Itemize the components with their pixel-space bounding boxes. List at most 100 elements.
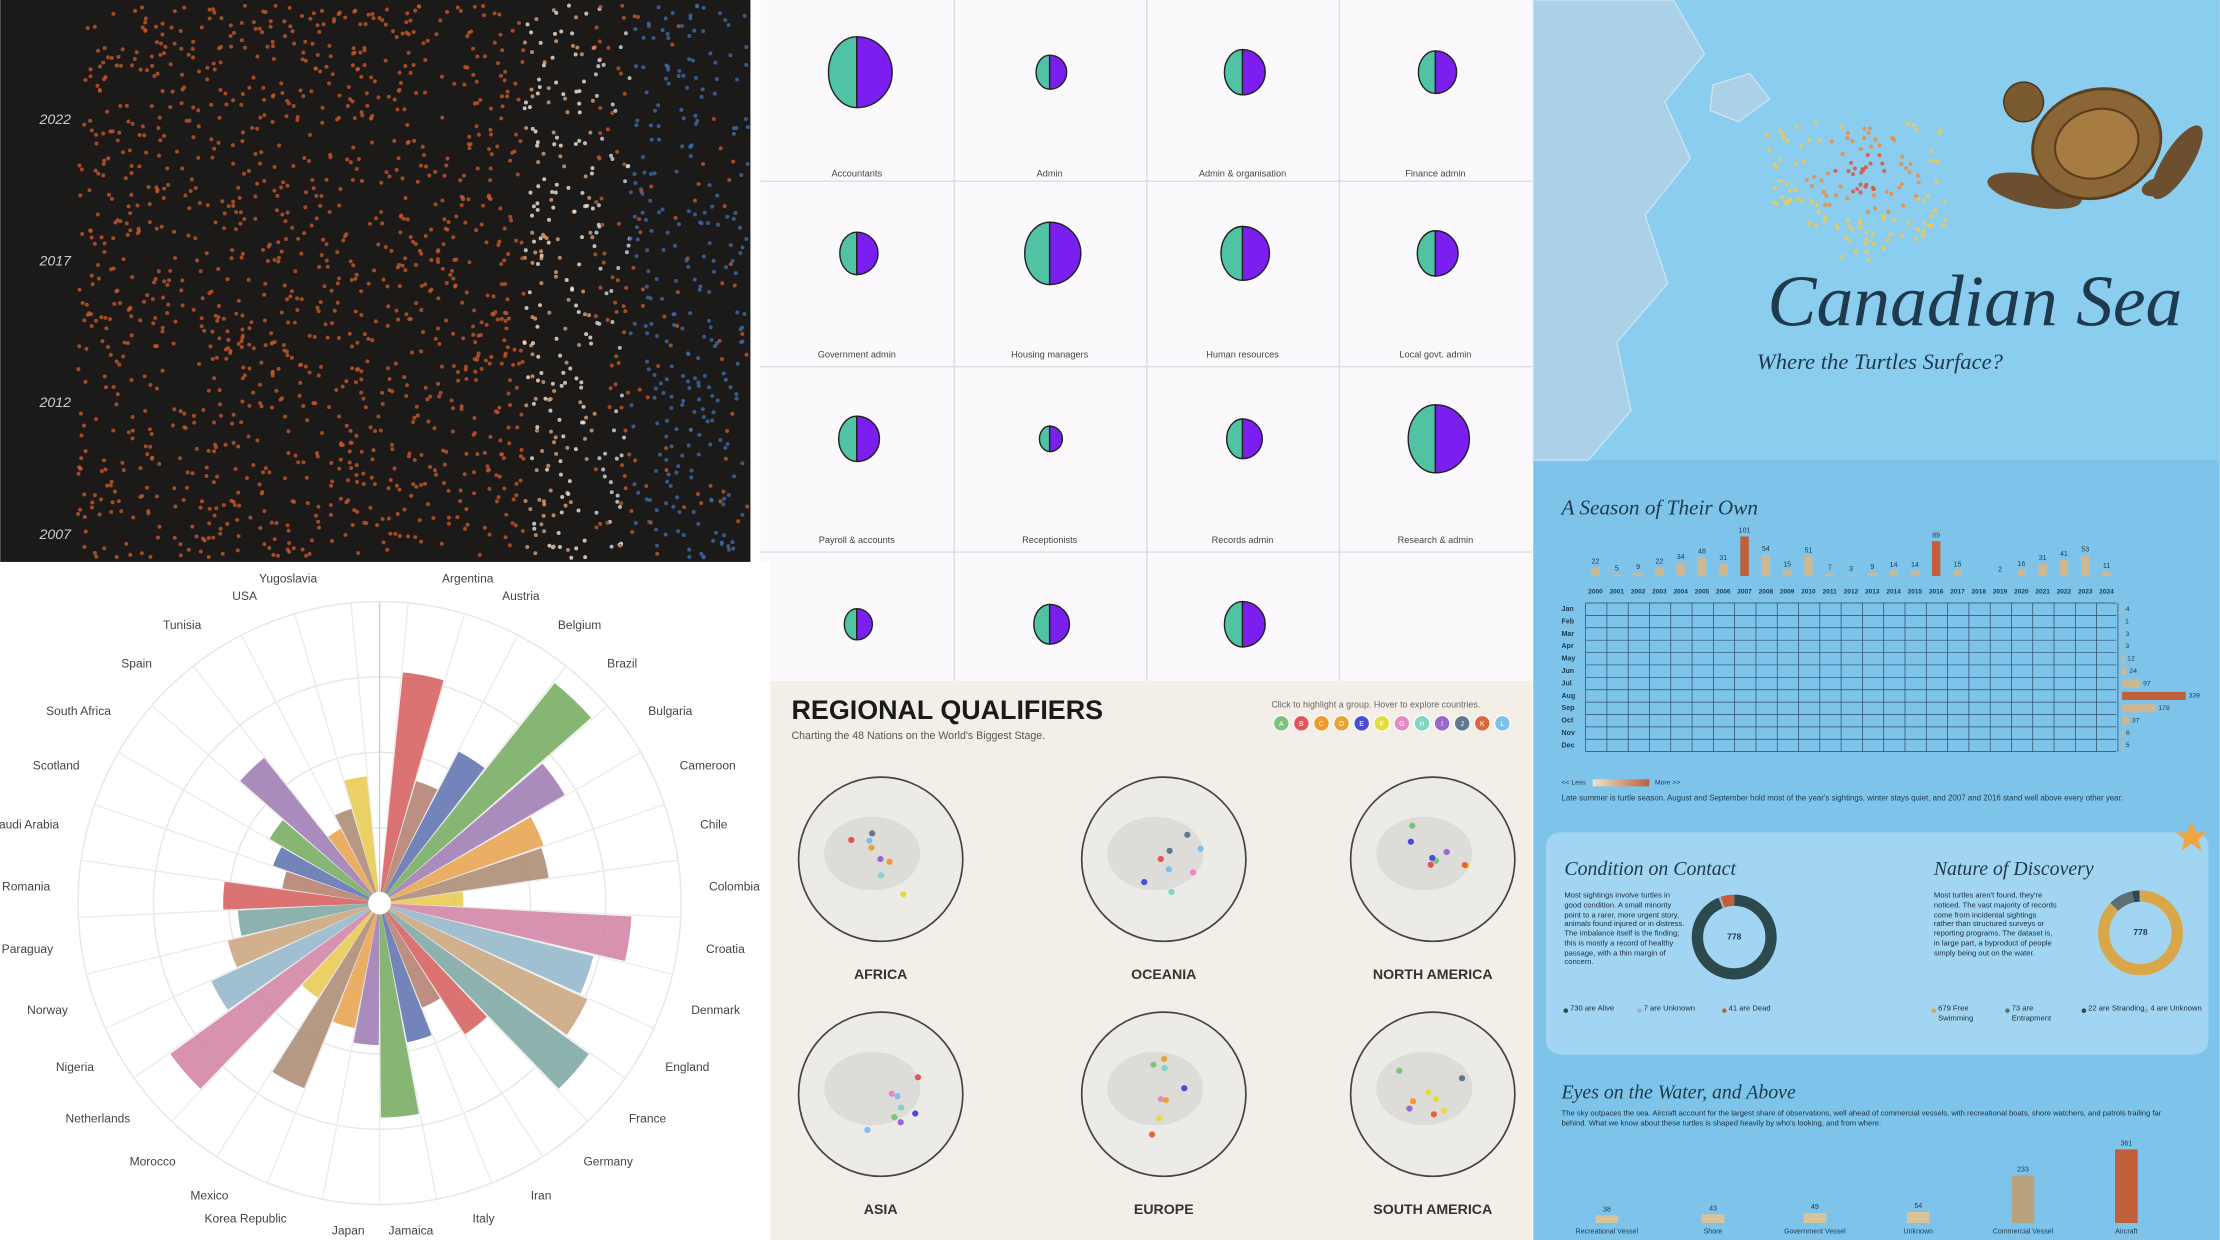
group-letter[interactable]: L: [1500, 721, 1504, 728]
country-dot[interactable]: [900, 891, 907, 898]
country-dot[interactable]: [1148, 1131, 1156, 1138]
scatter-dot: [244, 476, 249, 481]
country-dot[interactable]: [886, 858, 893, 865]
country-dot[interactable]: [888, 1090, 895, 1097]
country-dot[interactable]: [1429, 854, 1436, 862]
scatter-dot: [597, 456, 602, 461]
group-button[interactable]: [1453, 714, 1471, 732]
group-button[interactable]: [1373, 714, 1391, 732]
scatter-dot: [354, 167, 359, 171]
scatter-dot: [739, 340, 744, 345]
scatter-dot: [429, 258, 434, 263]
sighting-dot: [1813, 223, 1818, 228]
country-dot[interactable]: [1407, 838, 1414, 845]
country-dot[interactable]: [1458, 1075, 1466, 1082]
country-dot[interactable]: [1161, 1065, 1168, 1072]
group-letter[interactable]: I: [1441, 721, 1443, 728]
scatter-dot: [554, 451, 559, 456]
occupation-label: Admin & organisation: [1199, 169, 1286, 179]
scatter-dot: [587, 313, 592, 318]
country-dot[interactable]: [912, 1110, 919, 1117]
country-dot[interactable]: [1427, 861, 1434, 868]
group-button[interactable]: [1353, 714, 1371, 732]
scatter-dot: [235, 517, 240, 522]
group-letter[interactable]: K: [1480, 721, 1485, 728]
country-dot[interactable]: [848, 836, 855, 844]
group-letter[interactable]: C: [1319, 721, 1324, 728]
country-dot[interactable]: [1396, 1067, 1403, 1074]
country-dot[interactable]: [1425, 1089, 1432, 1096]
country-dot[interactable]: [1409, 822, 1416, 829]
scatter-dot: [142, 374, 147, 379]
group-letter[interactable]: B: [1299, 721, 1304, 728]
scatter-dot: [297, 393, 302, 398]
country-dot[interactable]: [868, 844, 875, 851]
radial-grid-spoke: [240, 634, 381, 904]
country-dot[interactable]: [1156, 1115, 1163, 1122]
month-value-label: 12: [2127, 656, 2135, 663]
country-dot[interactable]: [864, 1126, 871, 1134]
group-letter[interactable]: A: [1279, 721, 1284, 728]
scatter-dot: [506, 391, 511, 396]
country-dot[interactable]: [891, 1114, 898, 1121]
country-dot[interactable]: [866, 837, 873, 844]
country-dot[interactable]: [1406, 1105, 1413, 1112]
country-dot[interactable]: [1150, 1061, 1157, 1068]
group-button[interactable]: [1313, 714, 1330, 732]
country-dot[interactable]: [1141, 878, 1148, 886]
country-dot[interactable]: [1161, 1055, 1168, 1063]
radial-grid-spoke: [151, 705, 381, 904]
scatter-dot: [304, 553, 309, 558]
sighting-dot: [1823, 214, 1828, 219]
country-dot[interactable]: [897, 1104, 905, 1111]
half-circle-right: [1241, 225, 1271, 281]
group-button[interactable]: [1293, 714, 1310, 732]
country-dot[interactable]: [1162, 1096, 1169, 1104]
scatter-dot: [241, 130, 245, 135]
country-dot[interactable]: [1197, 845, 1204, 852]
group-letter[interactable]: J: [1460, 721, 1464, 728]
country-dot[interactable]: [1189, 869, 1197, 876]
scatter-dot: [557, 417, 562, 422]
scatter-dot: [109, 510, 114, 514]
country-dot[interactable]: [914, 1074, 922, 1081]
group-button[interactable]: [1494, 714, 1511, 732]
country-dot[interactable]: [1440, 1107, 1447, 1114]
group-letter[interactable]: D: [1339, 721, 1344, 728]
country-dot[interactable]: [1165, 866, 1172, 873]
group-button[interactable]: [1473, 714, 1491, 732]
group-button[interactable]: [1272, 714, 1290, 732]
group-button[interactable]: [1333, 714, 1350, 732]
scatter-dot: [542, 177, 547, 182]
scatter-dot: [421, 41, 426, 46]
country-dot[interactable]: [1166, 847, 1173, 854]
country-dot[interactable]: [1181, 1085, 1188, 1092]
group-letter[interactable]: E: [1359, 721, 1364, 728]
country-dot[interactable]: [1184, 831, 1191, 838]
country-dot[interactable]: [1409, 1098, 1417, 1105]
group-button[interactable]: [1433, 714, 1451, 732]
country-dot[interactable]: [1461, 861, 1469, 869]
country-dot[interactable]: [1157, 1096, 1164, 1103]
country-dot[interactable]: [1157, 855, 1164, 863]
group-letter[interactable]: H: [1419, 721, 1424, 728]
scatter-dot: [465, 522, 470, 527]
country-dot[interactable]: [894, 1093, 901, 1100]
group-letter[interactable]: G: [1399, 721, 1405, 728]
scatter-dot: [472, 470, 476, 475]
country-dot[interactable]: [1430, 1111, 1438, 1118]
scatter-dot: [391, 29, 396, 34]
group-button[interactable]: [1393, 714, 1411, 732]
country-dot[interactable]: [878, 872, 885, 879]
group-letter[interactable]: F: [1380, 721, 1385, 728]
country-dot[interactable]: [897, 1119, 904, 1126]
group-button[interactable]: [1413, 714, 1431, 732]
country-dot[interactable]: [869, 830, 876, 837]
scatter-dot: [134, 50, 139, 55]
scatter-dot: [182, 5, 187, 10]
country-dot[interactable]: [1168, 888, 1175, 896]
country-dot[interactable]: [1443, 848, 1450, 856]
country-dot[interactable]: [1432, 1095, 1440, 1103]
scatter-dot: [299, 297, 304, 302]
country-dot[interactable]: [877, 855, 884, 863]
